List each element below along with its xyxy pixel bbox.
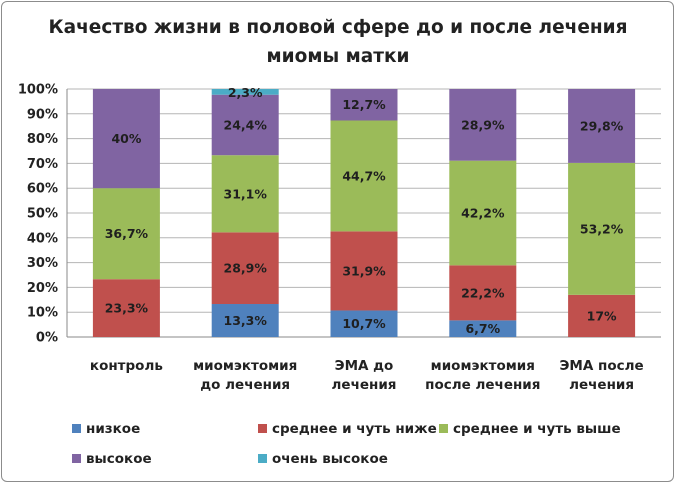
bar-segment xyxy=(449,160,517,266)
legend-swatch xyxy=(439,424,448,433)
bar-segment xyxy=(568,294,636,337)
x-axis: контроль миомэктомия до лечения ЭМА до лечен… xyxy=(90,358,644,393)
y-tick-label: 0% xyxy=(36,331,58,346)
data-label: 28,9% xyxy=(461,117,505,132)
data-label: 31,9% xyxy=(342,263,386,278)
y-tick-label: 90% xyxy=(27,107,58,122)
chart-title-line: миомы матки xyxy=(267,46,410,67)
bar-segment xyxy=(330,231,398,311)
x-category-label: контроль xyxy=(90,358,163,374)
legend-label: очень высокое xyxy=(272,451,388,467)
legend-swatch xyxy=(72,454,81,463)
x-category-label: миомэктомия xyxy=(193,358,297,374)
x-category-label: лечения xyxy=(569,377,634,393)
bar-segment xyxy=(568,162,636,295)
data-label: 17% xyxy=(587,308,617,323)
data-label: 40% xyxy=(111,131,141,146)
data-label: 36,7% xyxy=(105,226,149,241)
x-category-label: до лечения xyxy=(200,377,290,393)
data-label: 23,3% xyxy=(105,301,149,316)
bar-segment xyxy=(330,310,398,337)
legend: низкое среднее и чуть ниже среднее и чуть … xyxy=(72,421,621,467)
bar-segment xyxy=(92,188,160,280)
chart-title: Качество жизни в половой сфере до и посл… xyxy=(49,17,628,67)
bar-segment xyxy=(92,89,160,189)
data-label: 44,7% xyxy=(342,168,386,183)
data-label: 53,2% xyxy=(580,221,624,236)
y-tick-label: 50% xyxy=(27,207,58,222)
legend-label: низкое xyxy=(86,421,140,437)
y-tick-label: 60% xyxy=(27,182,58,197)
data-label: 6,7% xyxy=(465,321,500,336)
data-label: 2,3% xyxy=(228,85,263,100)
y-tick-label: 100% xyxy=(18,83,58,98)
data-label: 22,2% xyxy=(461,285,505,300)
data-label: 10,7% xyxy=(342,316,386,331)
bar-segment xyxy=(211,155,279,233)
x-category-label: миомэктомия xyxy=(431,358,535,374)
y-tick-label: 70% xyxy=(27,157,58,172)
data-label: 13,3% xyxy=(224,313,268,328)
bar-segment xyxy=(449,89,517,161)
legend-label: высокое xyxy=(86,451,152,467)
x-category-label: после лечения xyxy=(425,377,540,393)
bar-segment xyxy=(92,279,160,337)
y-axis: 0% 10% 20% 30% 40% 50% 60% 70% 80% 90% 100% xyxy=(18,83,58,346)
chart-title-line: Качество жизни в половой сфере до и посл… xyxy=(49,17,628,38)
y-tick-label: 20% xyxy=(27,281,58,296)
data-label: 24,4% xyxy=(224,117,268,132)
legend-label: среднее и чуть ниже xyxy=(272,421,437,437)
y-tick-label: 30% xyxy=(27,256,58,271)
data-label: 28,9% xyxy=(224,261,268,276)
x-category-label: лечения xyxy=(332,377,397,393)
x-category-label: ЭМА до xyxy=(335,358,394,374)
bar-segment xyxy=(211,304,279,337)
legend-label: среднее и чуть выше xyxy=(453,421,621,437)
legend-swatch xyxy=(258,454,267,463)
legend-swatch xyxy=(72,424,81,433)
data-label: 42,2% xyxy=(461,206,505,221)
bar-segment xyxy=(449,320,517,337)
data-label: 31,1% xyxy=(224,186,268,201)
bar-segment xyxy=(330,89,398,121)
bar-segment xyxy=(330,120,398,232)
data-labels: 23,3% 36,7% 40% 13,3% 28,9% 31,1% 24,4% 2,3% 10,… xyxy=(105,85,624,336)
y-tick-label: 40% xyxy=(27,231,58,246)
bar-segment xyxy=(568,89,636,163)
bar-segment xyxy=(449,265,517,321)
y-tick-label: 80% xyxy=(27,132,58,147)
bar-segment xyxy=(211,94,279,156)
x-category-label: ЭМА после xyxy=(560,358,644,374)
legend-swatch xyxy=(258,424,267,433)
bar-segment xyxy=(211,89,279,95)
data-label: 29,8% xyxy=(580,118,624,133)
data-label: 12,7% xyxy=(342,97,386,112)
bar-segment xyxy=(211,232,279,305)
bars xyxy=(92,89,636,337)
y-tick-label: 10% xyxy=(27,306,58,321)
